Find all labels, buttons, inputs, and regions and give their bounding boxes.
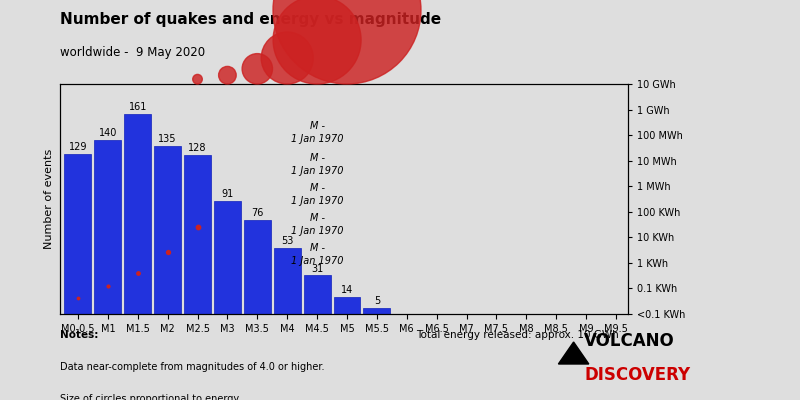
Bar bbox=[334, 296, 361, 314]
Y-axis label: Number of events: Number of events bbox=[45, 149, 54, 249]
Point bbox=[191, 223, 204, 230]
Text: 76: 76 bbox=[251, 208, 263, 218]
Bar bbox=[65, 154, 91, 314]
Bar bbox=[304, 276, 330, 314]
Point bbox=[102, 283, 114, 290]
Text: M -
1 Jan 1970: M - 1 Jan 1970 bbox=[291, 213, 343, 236]
Text: 161: 161 bbox=[129, 102, 147, 112]
Bar bbox=[363, 308, 390, 314]
Bar bbox=[184, 155, 211, 314]
Text: VOLCANO: VOLCANO bbox=[584, 332, 674, 350]
Text: 129: 129 bbox=[69, 142, 87, 152]
Text: 91: 91 bbox=[222, 189, 234, 199]
Text: Data near-complete from magnitudes of 4.0 or higher.: Data near-complete from magnitudes of 4.… bbox=[60, 362, 325, 372]
Bar bbox=[274, 248, 301, 314]
Text: M -
1 Jan 1970: M - 1 Jan 1970 bbox=[291, 242, 343, 266]
Bar bbox=[214, 201, 241, 314]
Point bbox=[162, 249, 174, 255]
Text: Size of circles proportional to energy.: Size of circles proportional to energy. bbox=[60, 394, 241, 400]
Text: 53: 53 bbox=[281, 236, 294, 246]
Bar bbox=[124, 114, 151, 314]
Text: 140: 140 bbox=[98, 128, 117, 138]
Text: 5: 5 bbox=[374, 296, 380, 306]
Text: Notes:: Notes: bbox=[60, 330, 98, 340]
Text: 31: 31 bbox=[311, 264, 323, 274]
Text: 14: 14 bbox=[341, 285, 353, 295]
Text: M -
1 Jan 1970: M - 1 Jan 1970 bbox=[291, 153, 343, 176]
Text: 135: 135 bbox=[158, 134, 177, 144]
Bar bbox=[244, 220, 270, 314]
Point bbox=[71, 295, 84, 301]
Text: 128: 128 bbox=[188, 143, 206, 153]
Text: M -
1 Jan 1970: M - 1 Jan 1970 bbox=[291, 121, 343, 144]
Text: DISCOVERY: DISCOVERY bbox=[584, 366, 690, 384]
Text: Total energy released: approx. 10 GWh: Total energy released: approx. 10 GWh bbox=[416, 330, 618, 340]
Text: worldwide -  9 May 2020: worldwide - 9 May 2020 bbox=[60, 46, 205, 59]
Text: Number of quakes and energy vs magnitude: Number of quakes and energy vs magnitude bbox=[60, 12, 441, 27]
Bar bbox=[154, 146, 181, 314]
Point bbox=[131, 270, 144, 276]
Bar bbox=[94, 140, 122, 314]
Text: M -
1 Jan 1970: M - 1 Jan 1970 bbox=[291, 183, 343, 206]
